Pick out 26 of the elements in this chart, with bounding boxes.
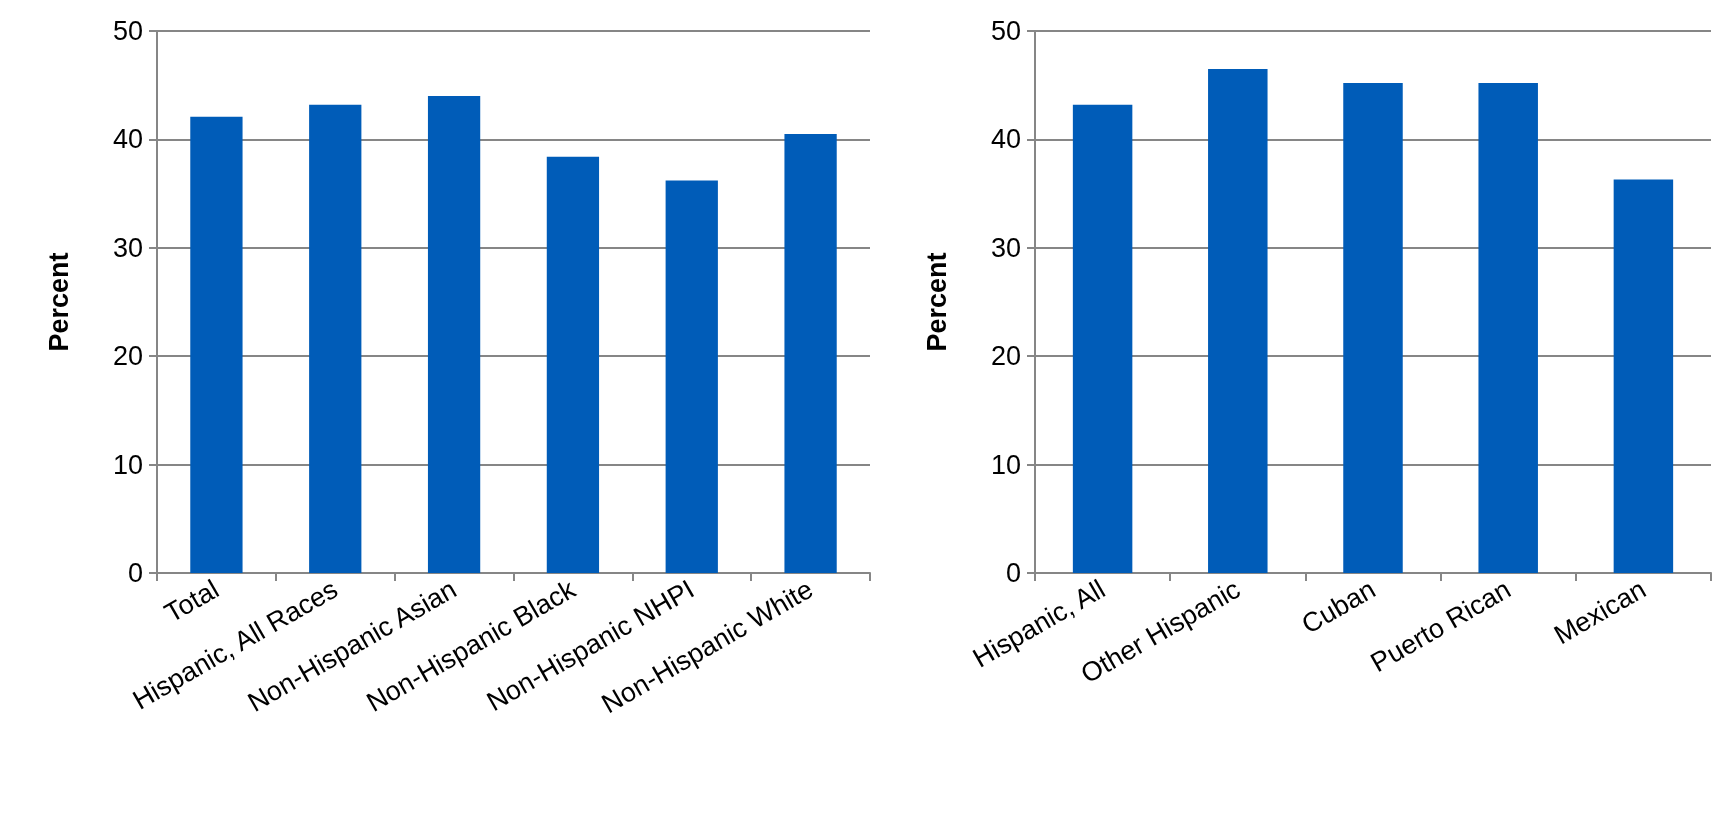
y-tick-label: 0	[127, 558, 143, 588]
bar	[1208, 68, 1268, 573]
bar	[665, 180, 718, 573]
bar	[546, 156, 600, 573]
y-tick-label: 40	[990, 124, 1021, 155]
bar	[1343, 83, 1403, 573]
y-tick-label: 40	[112, 124, 143, 155]
y-tick-label: 20	[112, 341, 143, 372]
bar	[784, 133, 837, 573]
bar	[1613, 179, 1674, 573]
y-axis-title: Percent	[921, 252, 952, 352]
y-tick-label: 10	[990, 449, 1021, 480]
y-tick-label: 50	[990, 16, 1021, 46]
y-tick-label: 0	[1005, 558, 1021, 588]
bar	[190, 116, 243, 573]
bar	[427, 96, 481, 573]
bar	[1478, 83, 1538, 573]
x-tick-label: Total	[159, 574, 224, 629]
y-axis-title: Percent	[43, 252, 74, 352]
bar	[309, 104, 362, 573]
y-tick-label: 10	[112, 449, 143, 480]
y-tick-label: 30	[990, 232, 1021, 263]
y-tick-label: 30	[112, 232, 143, 263]
y-tick-label: 20	[990, 341, 1021, 372]
y-tick-label: 50	[112, 16, 143, 46]
bar	[1072, 104, 1133, 573]
